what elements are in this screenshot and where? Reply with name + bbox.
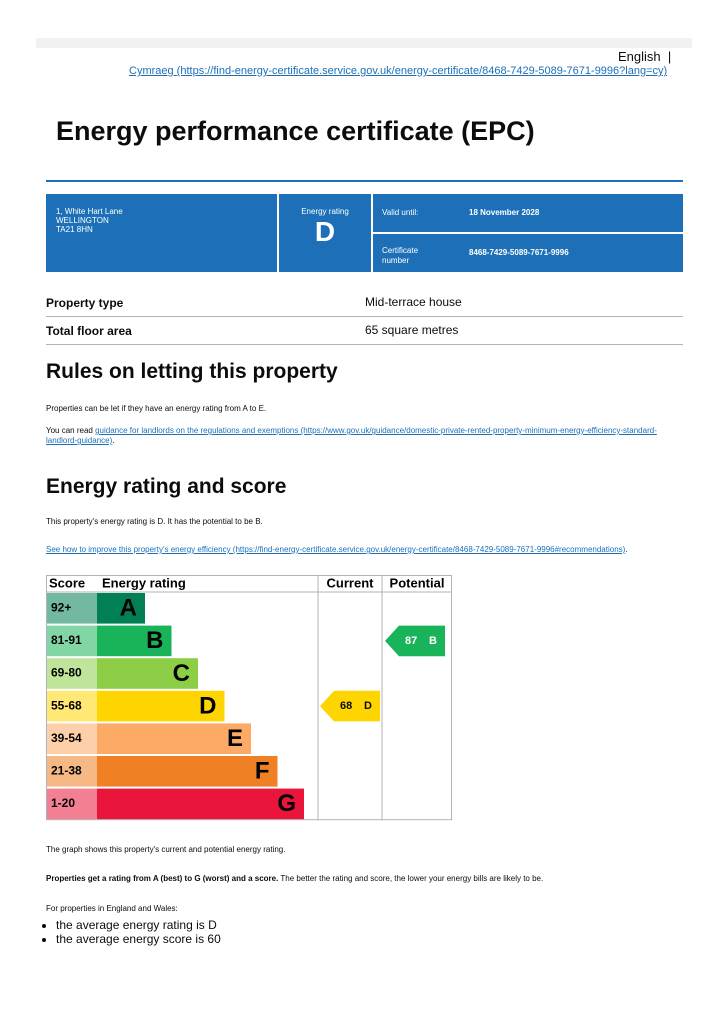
- potential-arrow: [385, 625, 445, 657]
- property-value: Mid-terrace house: [365, 295, 462, 309]
- cert-label: Certificate number: [382, 246, 419, 265]
- property-key: Property type: [46, 296, 124, 310]
- score-cell: [47, 788, 97, 820]
- rating-box: Energy rating D: [279, 194, 371, 272]
- rating-label: Energy rating: [301, 207, 349, 216]
- score-cell: [47, 625, 97, 657]
- cert-box: Certificate number 8468-7429-5089-7671-9…: [373, 234, 683, 272]
- band-letter: A: [120, 595, 137, 622]
- paragraph: This property's energy rating is D. It h…: [46, 517, 263, 526]
- current-arrow: [320, 690, 380, 722]
- rule: [46, 180, 683, 182]
- guidance-link[interactable]: guidance for landlords on the regulation…: [46, 426, 657, 445]
- paragraph: Properties can be let if they have an en…: [46, 404, 267, 413]
- chart-frame: [46, 575, 452, 821]
- band-bar: [97, 690, 225, 722]
- band-letter: G: [277, 790, 296, 817]
- band-score: 39-54: [51, 731, 82, 745]
- text: .: [112, 436, 115, 445]
- paragraph: For properties in England and Wales:: [46, 904, 178, 913]
- title: Energy performance certificate (EPC): [56, 116, 535, 146]
- language-current: English: [618, 49, 661, 64]
- text: Properties get a rating from A (best) to…: [46, 874, 279, 883]
- welsh-link[interactable]: Cymraeg (https://find-energy-certificate…: [129, 65, 668, 77]
- scan-band: [36, 38, 692, 48]
- band-letter: F: [255, 758, 270, 785]
- column-header: Potential: [390, 575, 445, 590]
- current-score: 68: [340, 700, 352, 712]
- valid-date: 18 November 2028: [469, 208, 540, 217]
- band-score: 1-20: [51, 796, 75, 810]
- band-score: 55-68: [51, 698, 82, 712]
- heading: Rules on letting this property: [46, 360, 338, 383]
- band-bar: [97, 593, 145, 624]
- text: The better the rating and score, the low…: [280, 874, 544, 883]
- bullet-list: the average energy rating is D the avera…: [30, 918, 221, 946]
- score-cell: [47, 723, 97, 754]
- band-bar: [97, 723, 251, 754]
- property-key: Total floor area: [46, 324, 132, 338]
- band-bar: [97, 658, 198, 689]
- band-score: 69-80: [51, 666, 82, 680]
- epc-chart: Score Energy rating Current Potential 92+ A 81…: [46, 575, 452, 821]
- cert-number: 8468-7429-5089-7671-9996: [469, 248, 569, 257]
- band-bar: [97, 788, 304, 820]
- address-box: 1, White Hart Lane WELLINGTON TA21 8HN: [46, 194, 277, 272]
- potential-letter: B: [429, 635, 437, 647]
- band-letter: C: [173, 660, 190, 687]
- address-line: TA21 8HN: [56, 225, 93, 234]
- column-header: Current: [327, 575, 375, 590]
- potential-score: 87: [405, 635, 417, 647]
- text: .: [625, 545, 628, 554]
- band-score: 21-38: [51, 763, 82, 777]
- band-bar: [97, 625, 172, 657]
- row-line: [46, 344, 683, 345]
- paragraph: The graph shows this property's current …: [46, 845, 286, 854]
- address-line: WELLINGTON: [56, 216, 109, 225]
- score-cell: [47, 690, 97, 722]
- paragraph: You can read guidance for landlords on t…: [46, 426, 676, 446]
- score-cell: [47, 593, 97, 624]
- paragraph: Properties get a rating from A (best) to…: [46, 874, 543, 883]
- address-line: 1, White Hart Lane: [56, 207, 123, 216]
- column-header: Energy rating: [102, 575, 186, 590]
- band-letter: B: [146, 627, 163, 654]
- improve-link[interactable]: See how to improve this property's energ…: [46, 545, 626, 554]
- bullet: the average energy score is 60: [56, 932, 221, 946]
- heading: Energy rating and score: [46, 475, 287, 498]
- valid-label: Valid until:: [382, 208, 419, 217]
- column-header: Score: [49, 575, 85, 590]
- score-cell: [47, 658, 97, 689]
- property-value: 65 square metres: [365, 323, 459, 337]
- bullet: the average energy rating is D: [56, 918, 221, 932]
- rating-letter: D: [314, 216, 336, 247]
- current-letter: D: [364, 700, 372, 712]
- valid-box: Valid until: 18 November 2028: [373, 194, 683, 232]
- band-bar: [97, 756, 278, 787]
- band-score: 92+: [51, 600, 71, 614]
- row-line: [46, 316, 683, 317]
- band-score: 81-91: [51, 633, 82, 647]
- paragraph: See how to improve this property's energ…: [46, 545, 628, 554]
- text: You can read: [46, 426, 93, 435]
- language: English |: [618, 49, 672, 64]
- band-letter: D: [199, 692, 216, 719]
- score-cell: [47, 756, 97, 787]
- band-letter: E: [227, 725, 243, 752]
